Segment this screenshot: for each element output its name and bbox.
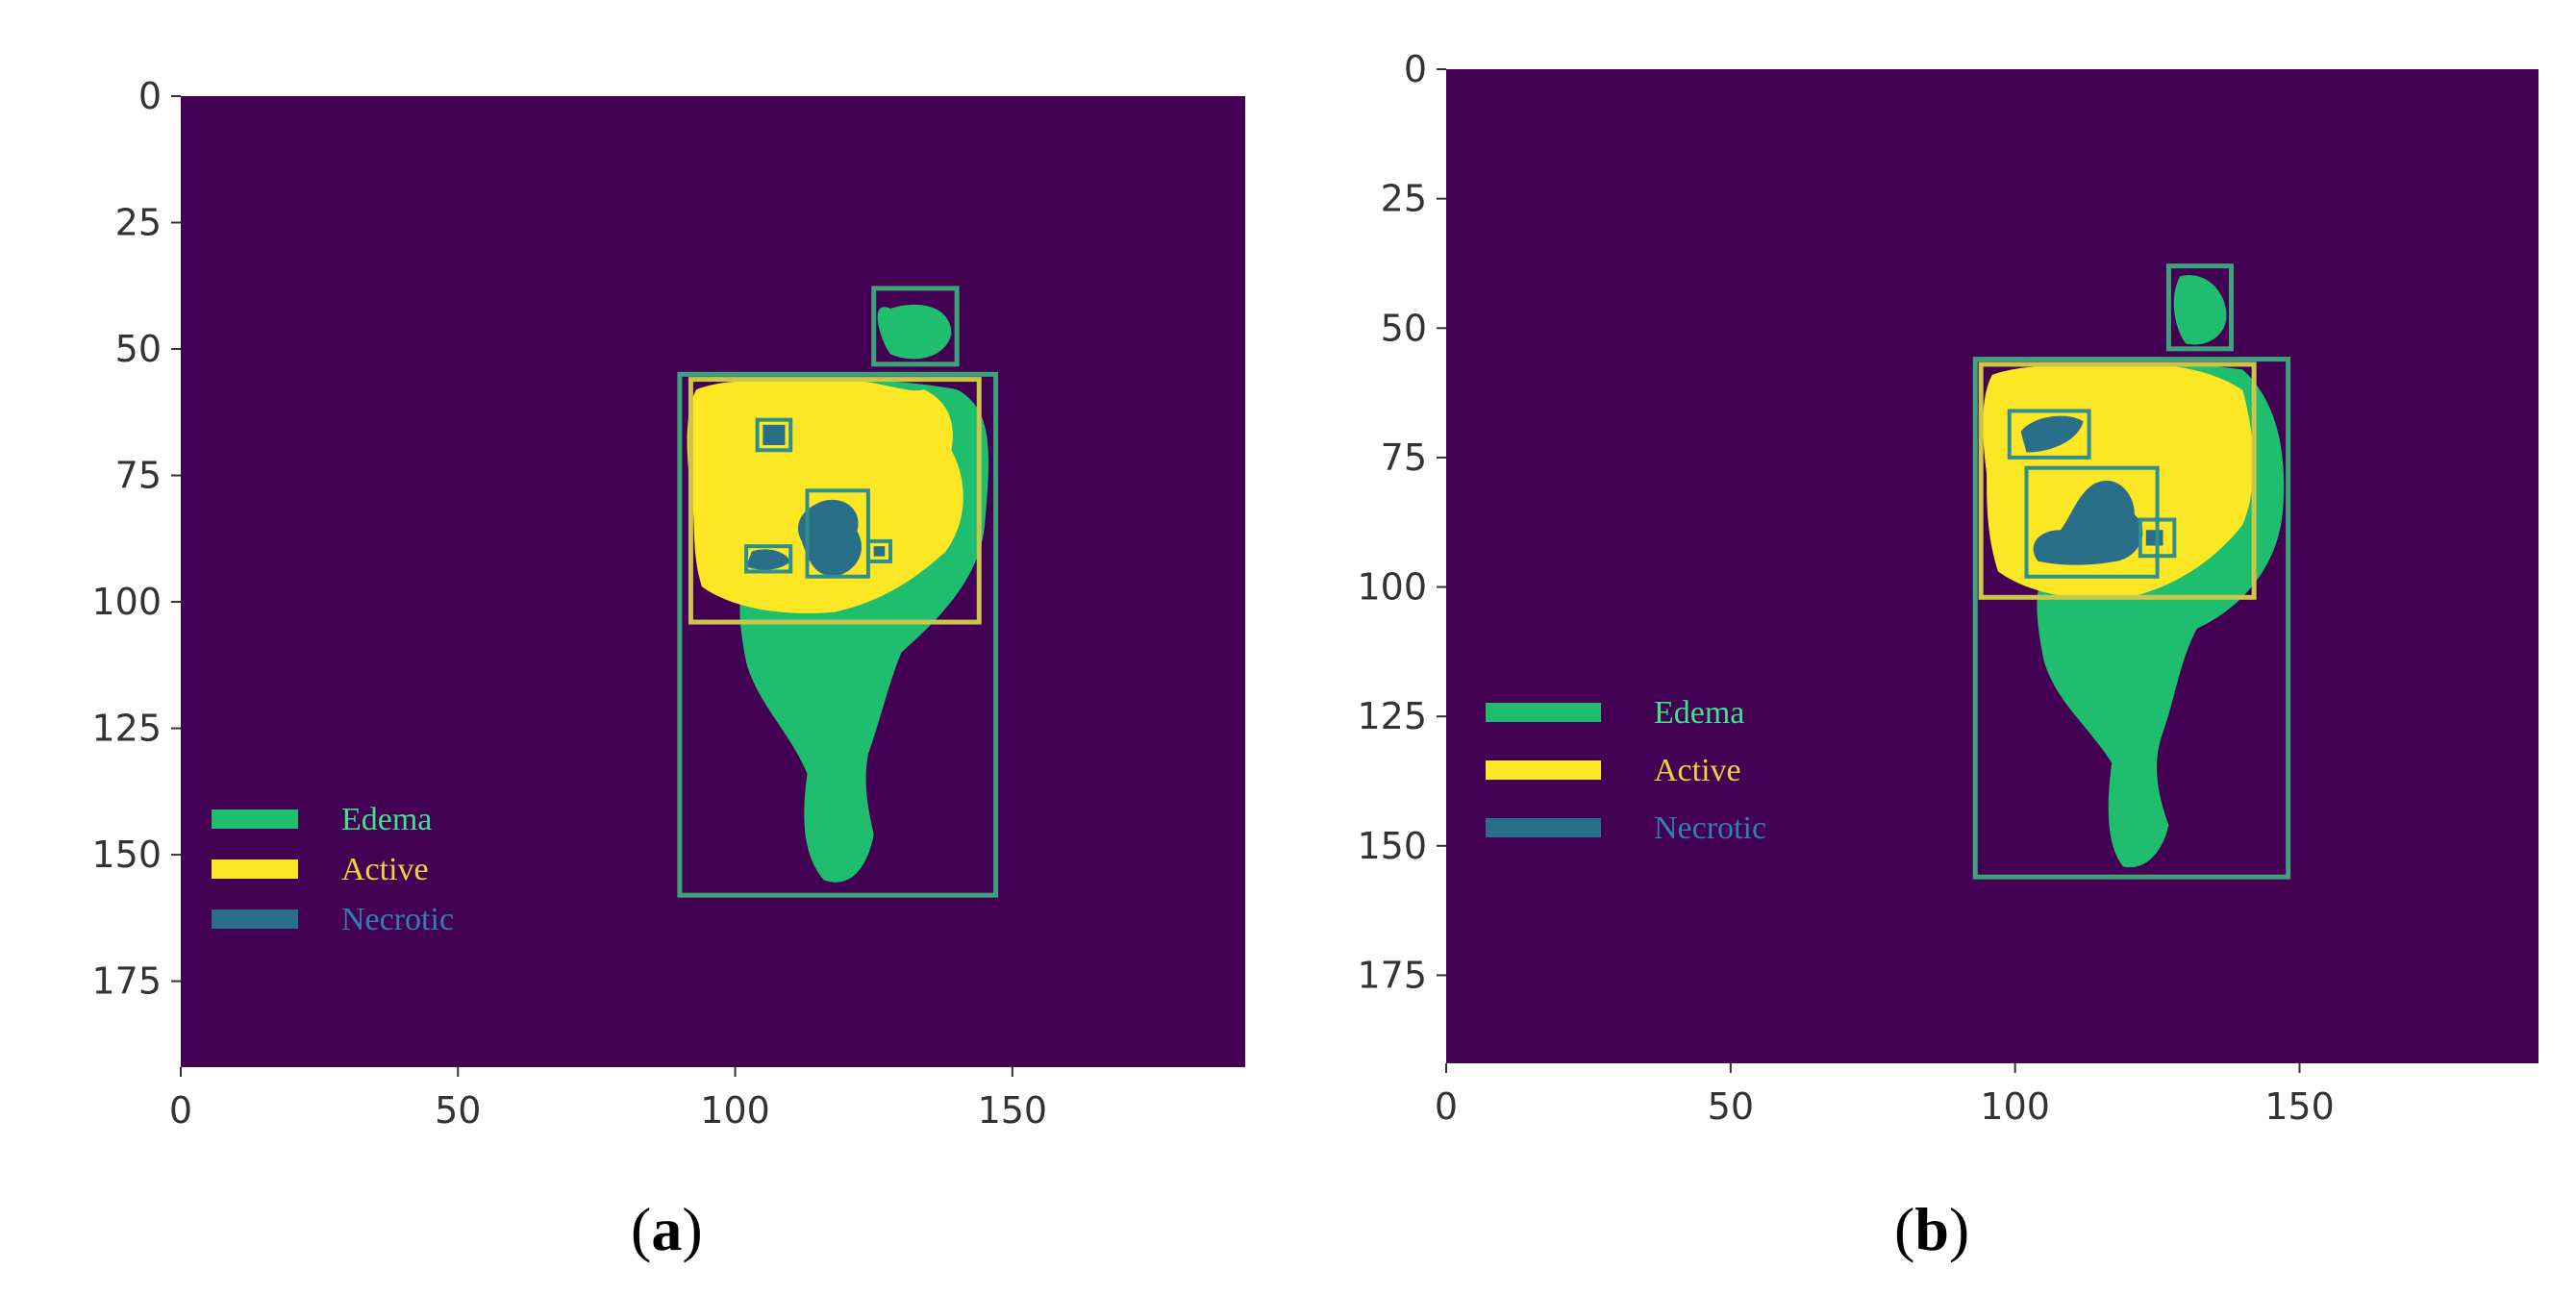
necrotic-bounding-box	[2007, 409, 2091, 460]
y-tick-label: 50	[1381, 307, 1427, 349]
necrotic-bounding-box	[2024, 465, 2160, 579]
y-tick-label: 25	[1381, 178, 1427, 220]
necrotic-bounding-box	[865, 538, 892, 563]
y-tick-label: 150	[1357, 825, 1427, 867]
y-tick-label: 150	[91, 834, 162, 876]
y-tick-label: 175	[1357, 954, 1427, 996]
y-tick-label: 100	[91, 581, 162, 623]
y-tick-label: 125	[91, 708, 162, 750]
x-tick-label: 100	[700, 1089, 770, 1132]
plot-area	[1446, 69, 2538, 1063]
legend-label-necrotic: Necrotic	[1654, 810, 1766, 846]
y-tick-label: 175	[91, 960, 162, 1003]
panel-b: 0 50 100 150 0 25 50 75 100 125 150 175 Edema Active N…	[1357, 48, 2538, 1263]
x-tick-label: 0	[1435, 1085, 1458, 1128]
panel-label: (b)	[1894, 1195, 1969, 1263]
panel-a: 0 50 100 150 0 25 50 75 100 125 150 175 Edema Active N…	[91, 75, 1245, 1263]
edema-bounding-box	[677, 371, 999, 898]
y-tick-label: 0	[138, 75, 162, 117]
x-tick-label: 50	[435, 1089, 481, 1132]
y-tick-label: 50	[115, 328, 162, 370]
legend-swatch-edema	[1486, 703, 1601, 722]
y-tick-label: 25	[115, 202, 162, 244]
y-tick-label: 125	[1357, 695, 1427, 737]
necrotic-bounding-box	[2138, 517, 2177, 559]
edema-bounding-box	[1972, 357, 2291, 880]
panel-label: (a)	[631, 1195, 703, 1263]
legend-label-necrotic: Necrotic	[341, 902, 454, 937]
y-tick-label: 0	[1404, 48, 1427, 90]
necrotic-bounding-box	[805, 488, 870, 579]
legend-label-active: Active	[1654, 753, 1741, 788]
legend-swatch-edema	[212, 809, 298, 829]
x-tick-label: 0	[169, 1089, 192, 1132]
legend-swatch-necrotic	[212, 909, 298, 929]
necrotic-bounding-box	[744, 544, 793, 574]
legend-label-edema: Edema	[1654, 695, 1744, 731]
active-bounding-box	[688, 377, 982, 625]
necrotic-bounding-box	[755, 417, 793, 453]
legend-swatch-necrotic	[1486, 818, 1601, 837]
x-tick-label: 100	[1980, 1085, 2050, 1128]
edema-bounding-box	[2165, 263, 2235, 352]
legend-label-edema: Edema	[341, 802, 432, 837]
active-bounding-box	[1978, 361, 2257, 600]
legend-swatch-active	[1486, 760, 1601, 780]
edema-bounding-box	[871, 286, 960, 367]
y-tick-label: 75	[1381, 436, 1427, 479]
legend-swatch-active	[212, 859, 298, 879]
y-tick-label: 75	[115, 455, 162, 497]
legend-label-active: Active	[341, 852, 429, 887]
x-tick-label: 50	[1708, 1085, 1754, 1128]
x-tick-label: 150	[978, 1089, 1048, 1132]
y-tick-label: 100	[1357, 566, 1427, 609]
x-tick-label: 150	[2264, 1085, 2335, 1128]
